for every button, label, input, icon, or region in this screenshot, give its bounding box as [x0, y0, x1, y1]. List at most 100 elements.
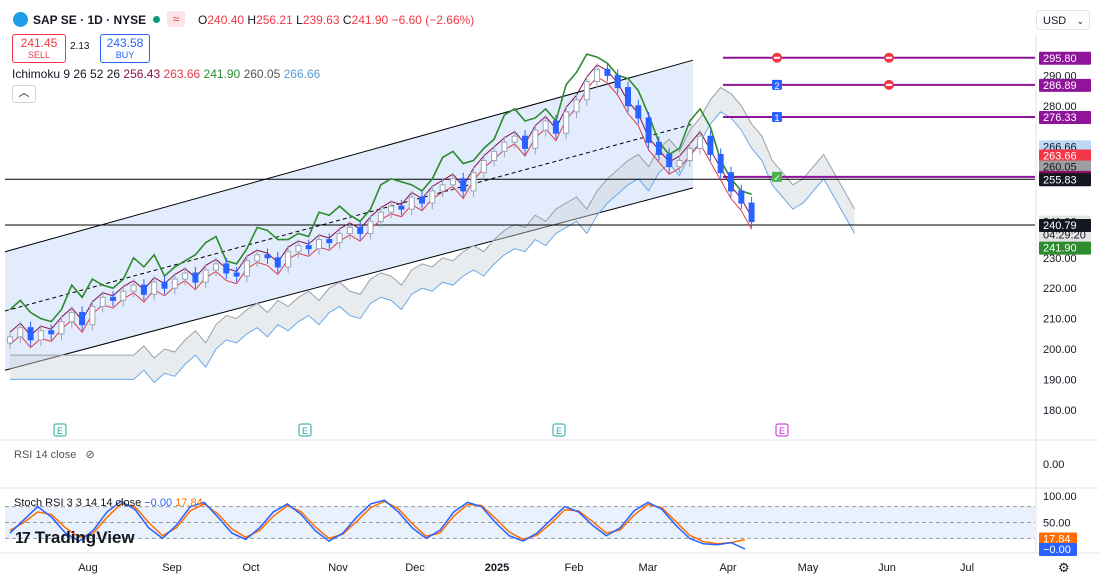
candle-body — [161, 281, 168, 289]
candle-body — [449, 178, 456, 186]
price-axis-badge — [1039, 110, 1091, 124]
candle-body — [552, 120, 559, 134]
rsi-pane-label[interactable]: RSI 14 close ⊘ — [14, 448, 95, 461]
candle-body — [470, 172, 477, 192]
y-tick-label: 190.00 — [1043, 374, 1077, 386]
candle-body — [99, 296, 106, 307]
ichimoku-v3: 241.90 — [203, 67, 241, 81]
candle-body — [326, 239, 333, 244]
candle-body — [27, 327, 34, 341]
earnings-marker — [775, 423, 789, 437]
x-tick-label: 2025 — [485, 562, 509, 574]
candle-body — [140, 284, 147, 295]
target-badge-text: 2 — [774, 81, 779, 91]
y-tick-label: 280.00 — [1043, 101, 1077, 113]
candle-body — [274, 257, 281, 268]
candle-body — [110, 296, 116, 301]
candle-body — [645, 117, 652, 143]
candle-body — [717, 153, 724, 174]
price-axis-badge-text: 240.79 — [1043, 220, 1077, 232]
candle-body — [501, 141, 508, 152]
earnings-marker-text: E — [779, 426, 785, 436]
candle-body — [171, 278, 178, 289]
price-axis-badge-text: 263.66 — [1043, 150, 1077, 162]
tradingview-mark-icon: 17 — [15, 530, 31, 547]
candle-body — [130, 284, 137, 292]
target-badge — [772, 111, 782, 122]
price-axis-badge — [1039, 160, 1091, 174]
ichimoku-v5: 266.66 — [283, 67, 321, 81]
x-tick-label: Feb — [565, 562, 584, 574]
ichimoku-label: Ichimoku 9 26 52 26 — [12, 67, 121, 81]
open-value: 240.40 — [207, 13, 245, 27]
x-tick-label: Mar — [639, 562, 658, 574]
y-tick-label: 180.00 — [1043, 405, 1077, 417]
price-axis-badge — [1039, 78, 1091, 92]
rsi-label: RSI 14 close — [14, 449, 77, 461]
market-status-icon — [153, 16, 160, 23]
candle-body — [635, 105, 642, 119]
buy-button[interactable]: 243.58 BUY — [100, 34, 150, 63]
candle-body — [594, 68, 601, 82]
x-tick-label: Nov — [328, 562, 348, 574]
sell-button[interactable]: 241.45 SELL — [12, 34, 66, 63]
candle-body — [573, 99, 580, 113]
candle-body — [419, 196, 425, 204]
candle-body — [202, 269, 209, 283]
earnings-marker — [298, 423, 312, 437]
tradingview-logo[interactable]: 17 TradingView — [15, 528, 135, 548]
symbol-title[interactable]: SAP SE · 1D · NYSE — [33, 13, 147, 27]
candle-body — [491, 150, 498, 162]
stoch-label: Stoch RSI 3 3 14 14 close — [14, 497, 142, 509]
candle-body — [738, 190, 745, 204]
earnings-marker-text: E — [57, 426, 63, 436]
candle-body — [604, 68, 611, 76]
x-tick-label: May — [798, 562, 819, 574]
collapse-legend-button[interactable]: ︿ — [12, 85, 36, 103]
stoch-k-badge — [1039, 543, 1077, 556]
y-tick-label: 220.00 — [1043, 283, 1077, 295]
stoch-pane-label[interactable]: Stoch RSI 3 3 14 14 close −0.00 17.84 — [14, 497, 203, 509]
candle-body — [243, 260, 250, 277]
stoch-d-badge-text: 17.84 — [1043, 534, 1071, 546]
eye-off-icon[interactable]: ⊘ — [85, 449, 95, 461]
ichimoku-v2: 263.66 — [163, 67, 201, 81]
price-axis-badge — [1039, 173, 1091, 187]
price-axis-badge-text: 260.05 — [1043, 161, 1077, 173]
candle-body — [223, 263, 230, 274]
earnings-marker-text: E — [302, 426, 308, 436]
currency-select[interactable]: USD ⌄ — [1036, 10, 1090, 30]
target-badge — [772, 79, 782, 90]
candle-body — [511, 135, 518, 143]
sell-price: 241.45 — [20, 36, 58, 50]
price-axis-badge — [1039, 241, 1091, 255]
candle-body — [377, 211, 384, 222]
candle-body — [367, 220, 374, 234]
currency-value: USD — [1043, 15, 1067, 27]
candle-body — [37, 330, 44, 341]
stop-icon-bar — [886, 83, 892, 86]
price-axis-badge-text: 286.89 — [1043, 80, 1077, 92]
symbol-logo-icon — [13, 12, 28, 27]
candle-body — [7, 336, 13, 344]
candle-body — [542, 120, 549, 131]
candle-body — [58, 321, 65, 335]
stoch-k-line — [9, 499, 746, 550]
settings-gear-icon[interactable]: ⚙ — [1058, 560, 1070, 575]
candle-body — [254, 254, 261, 262]
candle-body — [728, 172, 734, 192]
candle-body — [182, 272, 189, 280]
ohlc-readout: O240.40 H256.21 L239.63 C241.90 −6.60 (−… — [198, 13, 474, 27]
rsi-axis-value: 0.00 — [1043, 459, 1065, 471]
candle-body — [151, 281, 158, 295]
candle-body — [666, 153, 673, 168]
price-axis-badge-text: 295.80 — [1043, 53, 1077, 65]
candle-body — [213, 263, 219, 271]
wave-icon[interactable]: ≈ — [167, 11, 185, 27]
low-label: L — [296, 13, 303, 27]
candle-body — [522, 135, 528, 149]
candle-body — [89, 305, 96, 326]
y-tick-label: 210.00 — [1043, 314, 1077, 326]
ichimoku-legend[interactable]: Ichimoku 9 26 52 26 256.43 263.66 241.90… — [12, 67, 320, 81]
